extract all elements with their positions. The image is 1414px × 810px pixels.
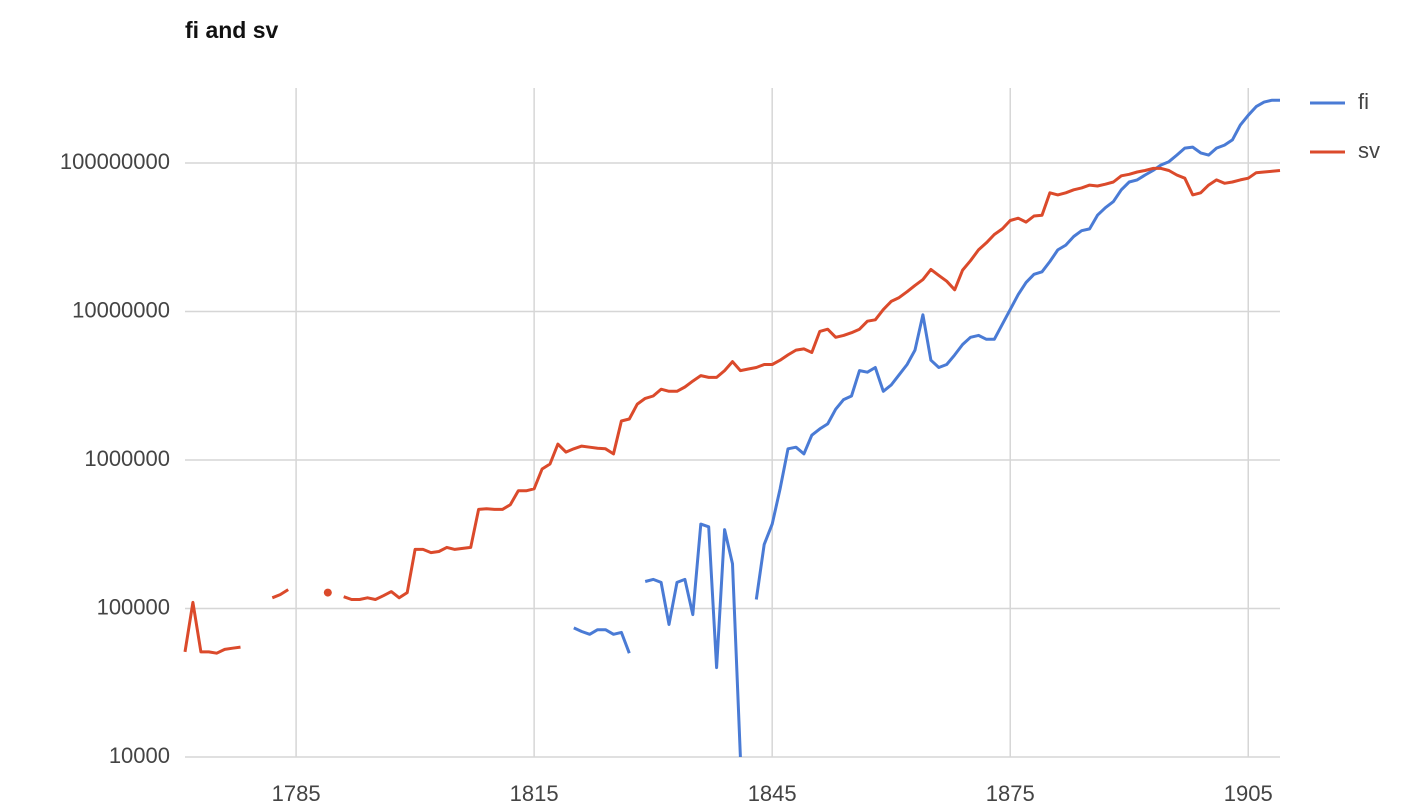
x-tick-label: 1785 [272, 781, 321, 806]
series-line [343, 166, 1281, 601]
legend-label: sv [1358, 138, 1380, 163]
data-point [323, 588, 332, 597]
x-tick-label: 1905 [1224, 781, 1273, 806]
series-line [644, 522, 742, 758]
x-tick-label: 1875 [986, 781, 1035, 806]
y-tick-label: 10000000 [72, 297, 170, 322]
series-line [271, 588, 289, 600]
x-tick-label: 1845 [748, 781, 797, 806]
series-line [754, 98, 1280, 600]
series-line [183, 600, 241, 655]
x-tick-label: 1815 [510, 781, 559, 806]
y-tick-label: 10000 [109, 743, 170, 768]
series-line [573, 626, 631, 654]
legend-label: fi [1358, 89, 1369, 114]
y-tick-label: 100000 [97, 594, 170, 619]
y-tick-label: 1000000 [84, 446, 170, 471]
chart-title: fi and sv [185, 17, 279, 43]
y-tick-label: 100000000 [60, 149, 170, 174]
